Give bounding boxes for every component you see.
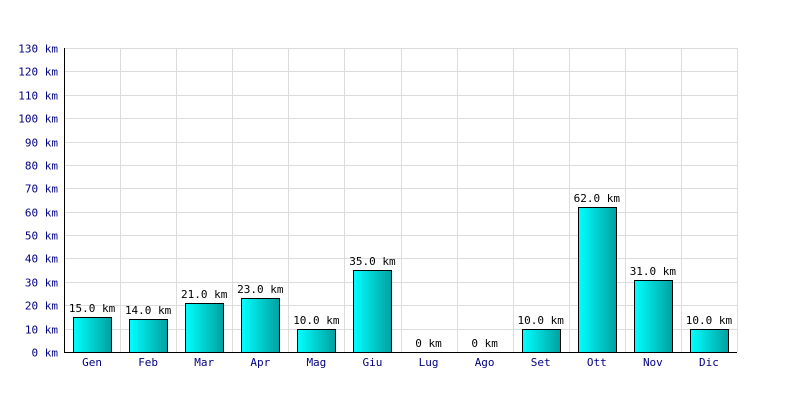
y-tick-label: 0 km (32, 347, 59, 360)
x-tick-label: Gen (82, 356, 102, 369)
data-label-nov: 31.0 km (630, 265, 677, 278)
x-tick-label: Nov (643, 356, 663, 369)
x-tick-label: Feb (138, 356, 158, 369)
bar-apr (241, 298, 280, 353)
data-labels: 15.0 km 14.0 km 21.0 km 23.0 km 10.0 km 35.0 … (69, 192, 733, 350)
data-label-ago: 0 km (471, 337, 498, 350)
data-label-mag: 10.0 km (293, 314, 340, 327)
y-tick-label: 50 km (25, 230, 58, 243)
bar-feb (129, 319, 168, 353)
y-tick-label: 30 km (25, 277, 58, 290)
y-tick-label: 130 km (18, 43, 58, 56)
x-tick-label: Apr (250, 356, 270, 369)
bar-mag (297, 329, 336, 353)
data-label-gen: 15.0 km (69, 302, 116, 315)
x-tick-label: Set (531, 356, 551, 369)
y-tick-label: 70 km (25, 183, 58, 196)
bar-ott (578, 207, 617, 353)
bar-nov (634, 280, 673, 353)
x-tick-label: Mar (194, 356, 214, 369)
bar-gen (73, 317, 112, 353)
data-label-feb: 14.0 km (125, 304, 172, 317)
data-label-ott: 62.0 km (574, 192, 621, 205)
data-label-lug: 0 km (415, 337, 442, 350)
y-tick-label: 60 km (25, 207, 58, 220)
data-label-giu: 35.0 km (349, 255, 396, 268)
x-tick-label: Lug (419, 356, 439, 369)
y-tick-label: 100 km (18, 113, 58, 126)
data-label-dic: 10.0 km (686, 314, 733, 327)
data-label-apr: 23.0 km (237, 283, 284, 296)
x-tick-label: Ago (475, 356, 495, 369)
axes: 0 km 10 km 20 km 30 km 40 km 50 km 60 km 70 km 8… (18, 43, 737, 369)
x-tick-label: Mag (306, 356, 326, 369)
bar-mar (185, 303, 224, 353)
bar-giu (353, 270, 392, 353)
y-tick-label: 120 km (18, 66, 58, 79)
bar-set (522, 329, 561, 353)
y-tick-label: 110 km (18, 90, 58, 103)
y-tick-label: 10 km (25, 324, 58, 337)
x-tick-label: Dic (699, 356, 719, 369)
y-tick-label: 80 km (25, 160, 58, 173)
y-tick-label: 90 km (25, 137, 58, 150)
bar-dic (690, 329, 729, 353)
data-label-set: 10.0 km (518, 314, 565, 327)
x-tick-label: Ott (587, 356, 607, 369)
x-tick-label: Giu (363, 356, 383, 369)
y-tick-label: 20 km (25, 300, 58, 313)
data-label-mar: 21.0 km (181, 288, 228, 301)
y-tick-label: 40 km (25, 253, 58, 266)
